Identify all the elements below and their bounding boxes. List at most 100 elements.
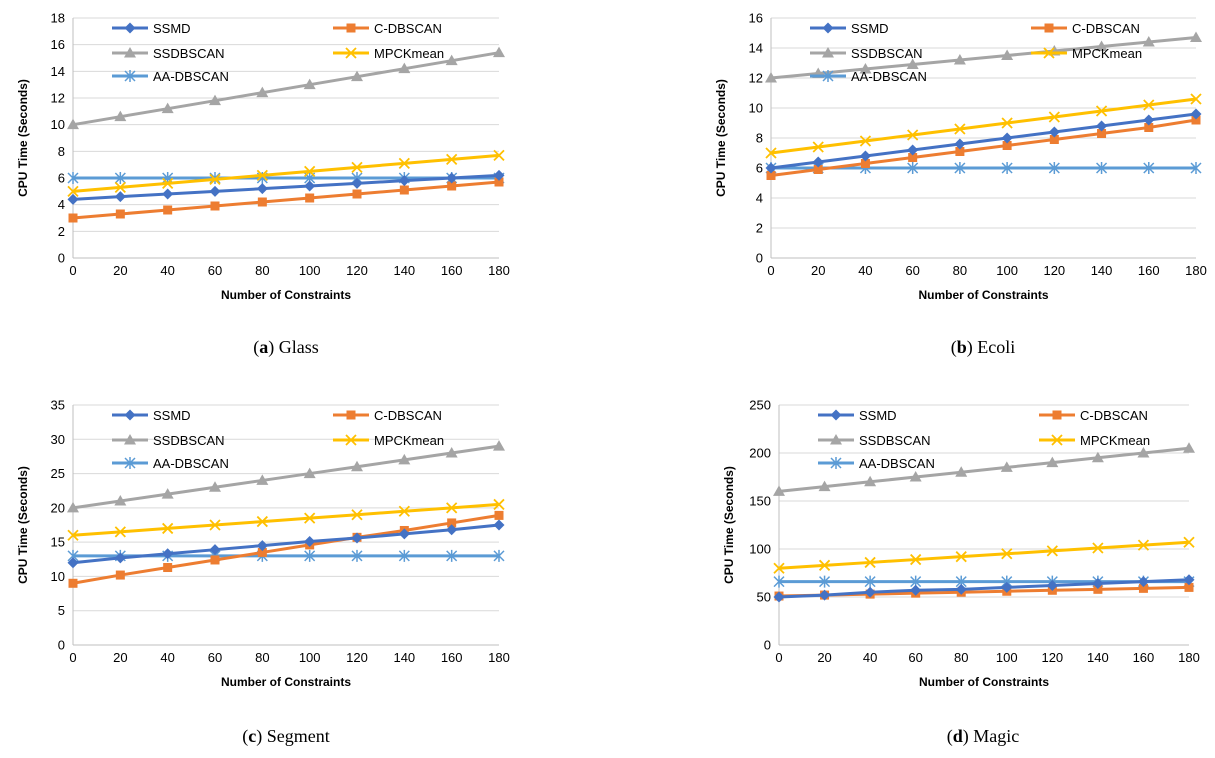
y-tick-label: 5 [58, 603, 65, 618]
data-point [114, 181, 126, 193]
data-point [954, 162, 966, 174]
legend-label: C-DBSCAN [374, 21, 442, 36]
series-ssmd [765, 108, 1202, 174]
data-point [1143, 114, 1155, 126]
data-point [954, 123, 966, 135]
legend-marker [830, 409, 842, 421]
legend-marker [1051, 434, 1063, 446]
data-point [257, 197, 267, 207]
panel-caption: (b) Ecoli [951, 337, 1016, 358]
data-point [1096, 120, 1108, 132]
x-tick-label: 100 [996, 650, 1018, 665]
x-tick-label: 60 [208, 263, 222, 278]
data-point [1092, 578, 1104, 590]
data-point [256, 183, 268, 195]
legend-marker [124, 47, 136, 58]
x-tick-label: 100 [299, 263, 321, 278]
data-point [1001, 117, 1013, 129]
data-point [907, 162, 919, 174]
legend-entry: MPCKmean [333, 46, 444, 61]
x-tick-label: 40 [858, 263, 872, 278]
legend-label: SSMD [153, 21, 191, 36]
data-point [864, 586, 876, 598]
data-point [398, 505, 410, 517]
data-point [446, 502, 458, 514]
series-ssdbscan [67, 46, 505, 130]
legend-label: C-DBSCAN [1080, 408, 1148, 423]
data-point [161, 102, 174, 114]
y-tick-label: 14 [749, 41, 763, 56]
data-point [1143, 162, 1155, 174]
x-tick-label: 160 [441, 650, 463, 665]
x-tick-label: 140 [1087, 650, 1109, 665]
data-point [1144, 123, 1154, 132]
data-point [864, 475, 877, 487]
legend-label: AA-DBSCAN [851, 69, 927, 84]
data-point [304, 180, 316, 192]
data-point [1095, 40, 1108, 51]
x-tick-label: 0 [69, 650, 76, 665]
data-point [114, 110, 127, 122]
data-point [859, 150, 871, 162]
legend-label: MPCKmean [1080, 433, 1150, 448]
data-point [1049, 135, 1059, 144]
data-point [493, 440, 505, 451]
data-point [909, 471, 922, 482]
x-tick-label: 80 [255, 263, 269, 278]
data-point [304, 165, 316, 177]
y-tick-label: 2 [756, 221, 763, 236]
data-point [67, 501, 79, 513]
data-point [1091, 451, 1104, 463]
x-tick-label: 60 [905, 263, 919, 278]
legend-label: SSMD [851, 21, 889, 36]
chart-panel-d: 0 50 100 150 200 250 0 20 40 60 80 100 120 140 160 180 N… [722, 398, 1200, 748]
data-point [1183, 574, 1195, 586]
data-point [1048, 111, 1060, 123]
data-point [256, 540, 268, 552]
y-tick-label: 25 [51, 466, 65, 481]
data-point [1142, 36, 1155, 47]
legend-entry: SSDBSCAN [112, 433, 225, 448]
panel-caption: (a) Glass [253, 337, 319, 358]
data-point [351, 70, 363, 82]
data-point [256, 169, 268, 181]
data-point [68, 213, 78, 223]
data-point [304, 535, 316, 547]
data-point [399, 185, 409, 195]
x-tick-label: 140 [1091, 263, 1113, 278]
data-point [773, 591, 785, 603]
data-point [114, 552, 126, 564]
data-point [1001, 49, 1014, 60]
y-tick-label: 2 [58, 224, 65, 239]
data-point [398, 175, 410, 187]
y-tick-label: 18 [51, 11, 65, 26]
caption-letter: c [248, 726, 256, 746]
data-point [115, 209, 125, 219]
y-tick-label: 4 [756, 191, 763, 206]
data-point [1001, 581, 1013, 593]
y-tick-label: 4 [58, 197, 65, 212]
data-point [1048, 126, 1060, 138]
y-tick-label: 0 [764, 638, 771, 653]
data-point [162, 522, 174, 535]
legend-entry: SSDBSCAN [112, 46, 225, 61]
data-point [256, 515, 268, 528]
y-tick-label: 16 [51, 37, 65, 52]
y-tick-label: 100 [749, 542, 771, 557]
series-line [770, 112, 1197, 170]
y-tick-label: 0 [58, 251, 65, 266]
data-point [115, 570, 125, 580]
series-line [778, 540, 1190, 570]
legend-marker [345, 47, 357, 59]
legend-entry: C-DBSCAN [1039, 408, 1148, 423]
legend-marker [346, 410, 356, 420]
data-point [398, 528, 410, 540]
series-line [770, 36, 1197, 80]
x-tick-label: 100 [996, 263, 1018, 278]
legend: SSMD C-DBSCAN SSDBSCAN MPCKmean AA-DBSCAN [112, 408, 444, 471]
x-tick-label: 120 [346, 263, 368, 278]
data-point [446, 172, 458, 184]
data-point [1046, 456, 1059, 468]
legend-label: MPCKmean [1072, 46, 1142, 61]
legend-marker [124, 434, 136, 445]
